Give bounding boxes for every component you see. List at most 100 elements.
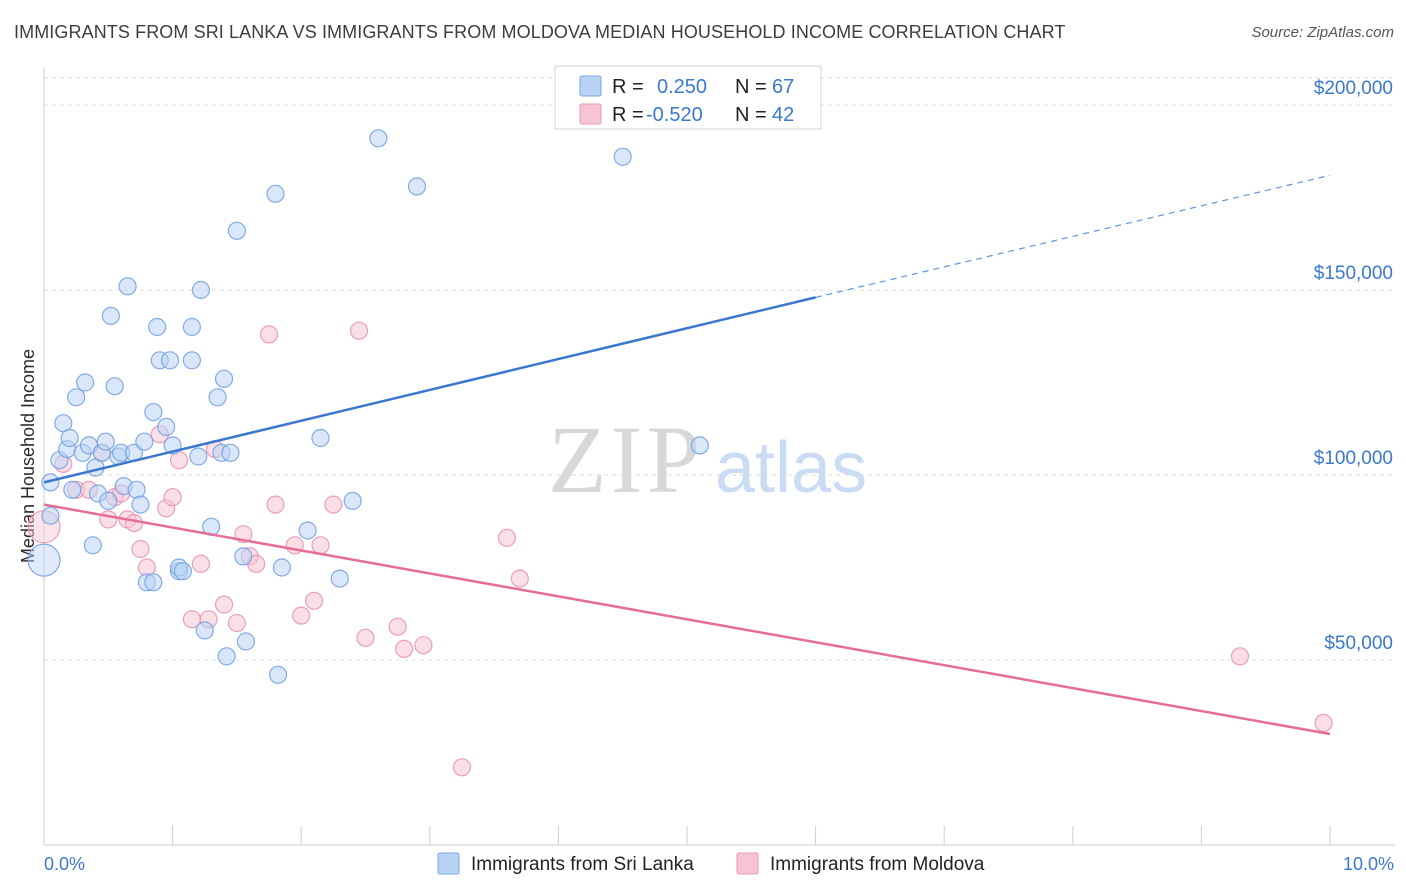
sri-lanka-point-58 [330, 569, 349, 588]
sri-lanka-point-26 [131, 495, 150, 514]
moldova-point-5 [99, 510, 118, 529]
series-moldova-points [27, 321, 1333, 777]
moldova-point-38 [497, 528, 517, 548]
sri-lanka-point-43 [195, 621, 214, 640]
moldova-point-21 [227, 613, 246, 633]
sri-lanka-point-12 [83, 536, 102, 555]
trend-lines [43, 174, 1331, 736]
trend-line-sri-lanka [43, 296, 816, 484]
moldova-point-36 [414, 636, 433, 655]
moldova-point-26 [266, 495, 285, 514]
series-sri-lanka-points [27, 129, 709, 684]
y-tick-label-0: $50,000 [1324, 633, 1393, 654]
sri-lanka-point-38 [173, 562, 192, 581]
sri-lanka-point-59 [343, 491, 362, 510]
moldova-point-9 [124, 513, 144, 533]
moldova-point-40 [1230, 647, 1250, 666]
sri-lanka-point-55 [272, 558, 292, 577]
sri-lanka-point-7 [63, 480, 82, 499]
sri-lanka-point-63 [690, 436, 709, 455]
moldova-point-20 [214, 595, 234, 614]
legend-r-value-2: -0.520 [646, 104, 703, 126]
series-legend: Immigrants from Sri Lanka Immigrants fro… [437, 852, 985, 875]
moldova-point-39 [510, 569, 529, 588]
sri-lanka-point-45 [208, 388, 227, 407]
moldova-point-37 [452, 758, 472, 777]
sri-lanka-point-23 [118, 277, 137, 296]
legend-n-value-2: 42 [772, 104, 794, 126]
sri-lanka-point-33 [157, 417, 176, 436]
y-axis-label: Median Household Income [18, 349, 38, 563]
bottom-legend-swatch-moldova [736, 852, 759, 875]
trend-line-moldova [43, 503, 1331, 736]
sri-lanka-point-30 [144, 403, 163, 422]
moldova-point-17 [191, 554, 210, 573]
sri-lanka-point-31 [148, 317, 167, 337]
y-tick-labels: $50,000 $100,000 $150,000 $200,000 [1314, 78, 1393, 654]
sri-lanka-point-57 [311, 428, 330, 448]
sri-lanka-point-8 [67, 388, 86, 407]
legend-r-label-2: R = [612, 104, 644, 126]
x-tick-label-start: 0.0% [44, 854, 85, 874]
legend-n-value-1: 67 [772, 76, 794, 98]
stats-legend: R = 0.250 N = 67 R = -0.520 N = 42 [554, 65, 822, 130]
moldova-point-29 [304, 591, 324, 610]
legend-n-label-1: N = [735, 76, 767, 98]
moldova-point-31 [324, 495, 343, 514]
moldova-point-14 [163, 488, 182, 507]
x-ticks [43, 826, 1331, 845]
sri-lanka-point-1 [41, 506, 60, 525]
sri-lanka-point-0 [27, 543, 61, 577]
sri-lanka-point-56 [298, 521, 317, 540]
moldova-point-41 [1314, 713, 1333, 733]
sri-lanka-point-52 [236, 632, 256, 651]
sri-lanka-point-49 [221, 443, 240, 462]
sri-lanka-point-16 [96, 432, 115, 451]
sri-lanka-point-19 [105, 377, 124, 396]
sri-lanka-point-27 [135, 432, 154, 451]
sri-lanka-point-61 [407, 177, 427, 196]
legend-swatch-moldova [579, 103, 602, 125]
sri-lanka-point-41 [189, 447, 208, 466]
watermark-atlas: atlas [715, 428, 867, 508]
x-tick-label-end: 10.0% [1343, 854, 1394, 874]
moldova-point-28 [292, 606, 311, 625]
trend-line-sri-lanka-extension [815, 174, 1331, 298]
bottom-legend-label-sri-lanka: Immigrants from Sri Lanka [471, 854, 694, 875]
sri-lanka-point-29 [144, 573, 163, 592]
moldova-point-33 [356, 628, 375, 647]
sri-lanka-point-48 [217, 647, 236, 666]
sri-lanka-point-34 [160, 351, 180, 370]
legend-n-label-2: N = [735, 104, 767, 126]
sri-lanka-point-6 [60, 428, 79, 448]
moldova-point-35 [394, 639, 414, 659]
bottom-legend-label-moldova: Immigrants from Moldova [770, 854, 985, 875]
moldova-point-32 [349, 321, 369, 340]
sri-lanka-point-42 [191, 280, 210, 300]
sri-lanka-point-17 [99, 491, 118, 510]
sri-lanka-point-39 [182, 351, 201, 370]
axes [43, 68, 1395, 846]
sri-lanka-point-18 [101, 306, 120, 325]
y-tick-label-3: $200,000 [1314, 78, 1393, 99]
moldova-point-34 [388, 617, 407, 636]
legend-swatch-sri-lanka [579, 75, 602, 97]
sri-lanka-point-40 [182, 317, 201, 337]
chart-title: IMMIGRANTS FROM SRI LANKA VS IMMIGRANTS … [14, 22, 1066, 42]
sri-lanka-point-62 [613, 147, 632, 166]
legend-r-label-1: R = [612, 76, 644, 98]
sri-lanka-point-54 [268, 665, 288, 684]
source-credit: Source: ZipAtlas.com [1251, 24, 1394, 41]
bottom-legend-swatch-sri-lanka [437, 852, 460, 875]
y-tick-label-1: $100,000 [1314, 448, 1393, 469]
sri-lanka-point-10 [76, 373, 95, 392]
sri-lanka-point-2 [41, 473, 60, 492]
watermark-zip: ZIP [548, 406, 704, 513]
sri-lanka-point-50 [227, 221, 246, 240]
sri-lanka-point-51 [234, 547, 253, 566]
y-tick-label-2: $150,000 [1314, 263, 1393, 284]
gridlines [44, 77, 1395, 661]
moldova-point-30 [311, 536, 330, 555]
legend-r-value-1: 0.250 [657, 76, 707, 98]
